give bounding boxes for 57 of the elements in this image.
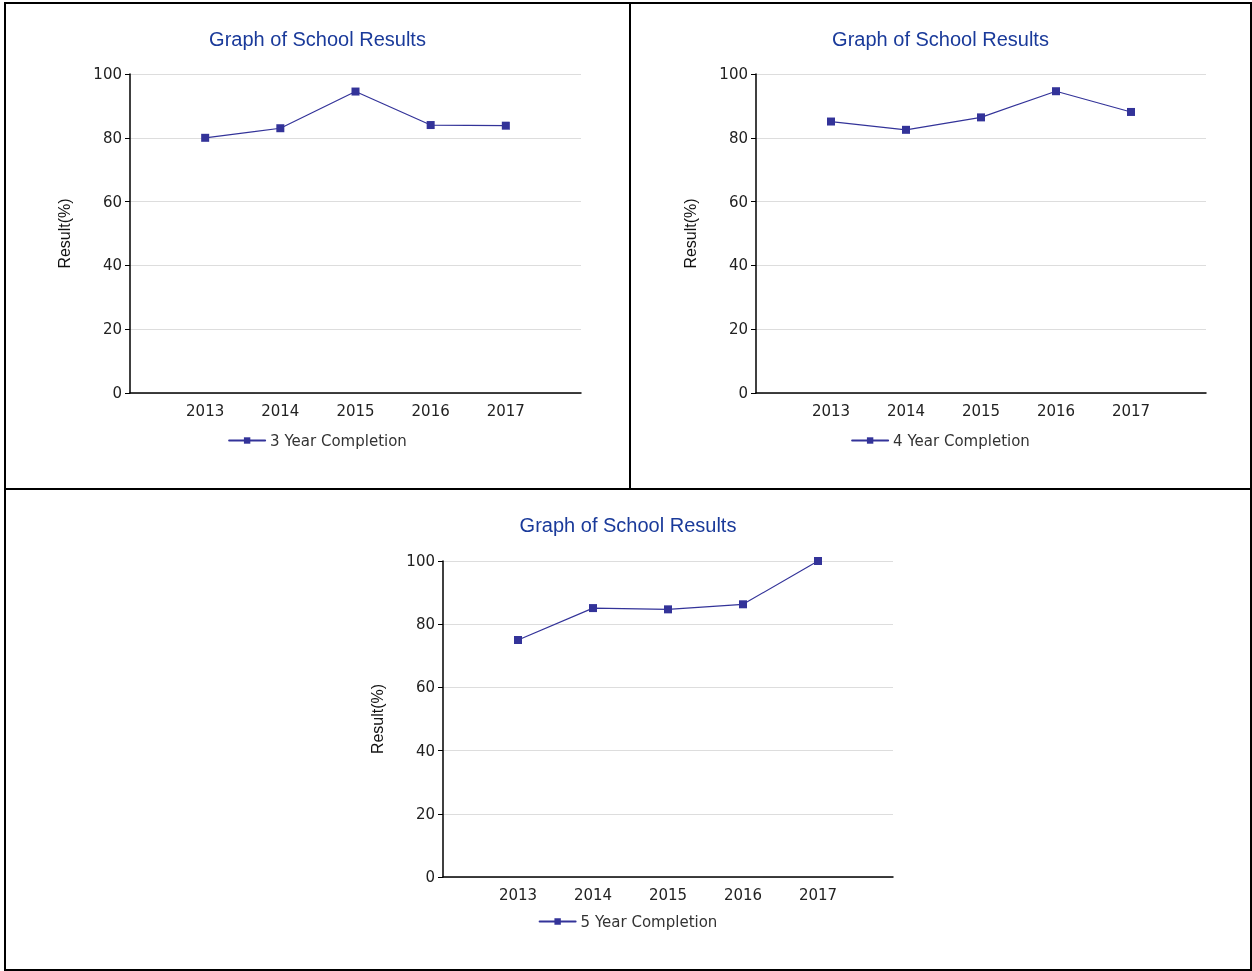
point: [977, 113, 985, 122]
x-tick-label: 2014: [886, 401, 926, 420]
y-tick-label: 60: [415, 678, 435, 697]
x-tick-label: 2014: [261, 401, 300, 420]
point: [276, 124, 285, 133]
y-tick-label: 100: [719, 65, 748, 83]
x-tick-label: 2013: [498, 885, 538, 904]
chart-title: Graph of School Results: [519, 514, 737, 536]
point: [589, 604, 597, 613]
x-tick-label: 2016: [411, 401, 450, 420]
legend-label: 4 Year Completion: [893, 431, 1030, 450]
y-tick-label: 100: [93, 65, 122, 83]
y-tick-label: 100: [406, 552, 435, 570]
x-tick-label: 2015: [336, 401, 375, 420]
point: [514, 636, 522, 644]
point: [426, 121, 435, 130]
y-axis-title: Result(%): [55, 198, 73, 269]
y-tick-label: 80: [102, 128, 122, 147]
y-axis-title: Result(%): [681, 198, 699, 269]
y-tick-label: 0: [738, 384, 748, 402]
point: [902, 125, 910, 134]
x-tick-label: 2013: [186, 401, 225, 420]
point: [739, 600, 747, 609]
x-tick-label: 2017: [1111, 401, 1151, 420]
x-tick-label: 2014: [573, 885, 613, 904]
y-tick-label: 80: [415, 615, 435, 634]
point: [1052, 87, 1060, 96]
y-axis-title: Result(%): [368, 683, 386, 755]
chart-title: Graph of School Results: [209, 28, 426, 50]
point: [1127, 107, 1135, 116]
y-tick-label: 20: [728, 320, 748, 339]
y-tick-label: 60: [102, 192, 122, 211]
y-tick-label: 0: [425, 868, 435, 886]
legend-label: 3 Year Completion: [270, 431, 407, 450]
y-tick-label: 80: [728, 128, 748, 147]
y-tick-label: 0: [112, 384, 122, 402]
point: [201, 133, 210, 142]
x-tick-label: 2016: [723, 885, 763, 904]
point: [351, 87, 360, 96]
y-tick-label: 60: [728, 192, 748, 211]
point: [814, 557, 822, 565]
x-tick-label: 2015: [648, 885, 688, 904]
y-tick-label: 40: [415, 741, 435, 760]
x-tick-label: 2015: [961, 401, 1001, 420]
y-tick-label: 20: [102, 320, 122, 339]
x-tick-label: 2017: [798, 885, 838, 904]
y-tick-label: 40: [728, 256, 748, 275]
point: [664, 605, 672, 614]
legend-label: 5 Year Completion: [580, 912, 718, 931]
point: [827, 117, 835, 126]
x-tick-label: 2016: [1036, 401, 1076, 420]
chart-title: Graph of School Results: [832, 28, 1049, 50]
y-tick-label: 40: [102, 256, 122, 275]
x-tick-label: 2017: [486, 401, 525, 420]
x-tick-label: 2013: [811, 401, 851, 420]
point: [501, 121, 510, 130]
y-tick-label: 20: [415, 804, 435, 823]
